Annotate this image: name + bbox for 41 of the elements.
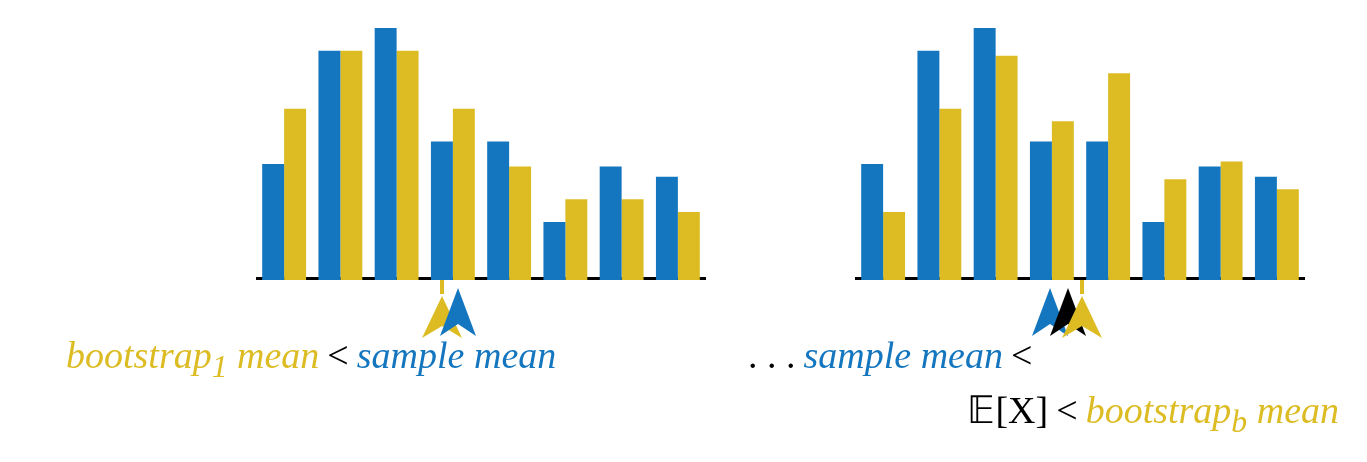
bar: [599, 166, 622, 280]
text: <: [327, 334, 349, 376]
bar: [861, 164, 884, 280]
text: <: [1010, 334, 1033, 376]
text: sample mean: [356, 334, 557, 376]
bar: [1198, 166, 1221, 280]
bar: [262, 164, 285, 280]
bar: [917, 50, 940, 280]
bar: [318, 50, 341, 280]
text: 𝔼[X]: [967, 389, 1049, 431]
bar: [655, 176, 678, 280]
bar: [452, 108, 475, 280]
text: . . .: [748, 334, 796, 376]
bar: [1086, 141, 1109, 280]
text: sample mean: [803, 334, 1003, 376]
bar: [1142, 222, 1165, 280]
text: <: [1056, 389, 1078, 431]
bar: [340, 50, 363, 280]
bar: [565, 199, 588, 280]
bar: [1108, 73, 1131, 280]
bar: [487, 141, 510, 280]
bar: [973, 28, 996, 280]
bar: [939, 108, 962, 280]
bar: [1164, 179, 1187, 280]
bar: [1051, 121, 1074, 280]
bar: [883, 211, 906, 280]
bar: [284, 108, 307, 280]
text: bootstrap$_{b}$ mean: [1085, 389, 1339, 439]
bar: [677, 211, 700, 280]
bar: [374, 28, 397, 280]
bar: [1029, 141, 1052, 280]
bar: [430, 141, 453, 280]
bar: [621, 199, 644, 280]
bar: [543, 222, 566, 280]
text: bootstrap$_{1}$ mean: [66, 334, 320, 384]
bar: [1276, 189, 1299, 280]
bar: [1220, 161, 1243, 280]
bar: [995, 55, 1018, 280]
bar: [1254, 176, 1277, 280]
bar: [509, 166, 532, 280]
bar: [396, 50, 419, 280]
